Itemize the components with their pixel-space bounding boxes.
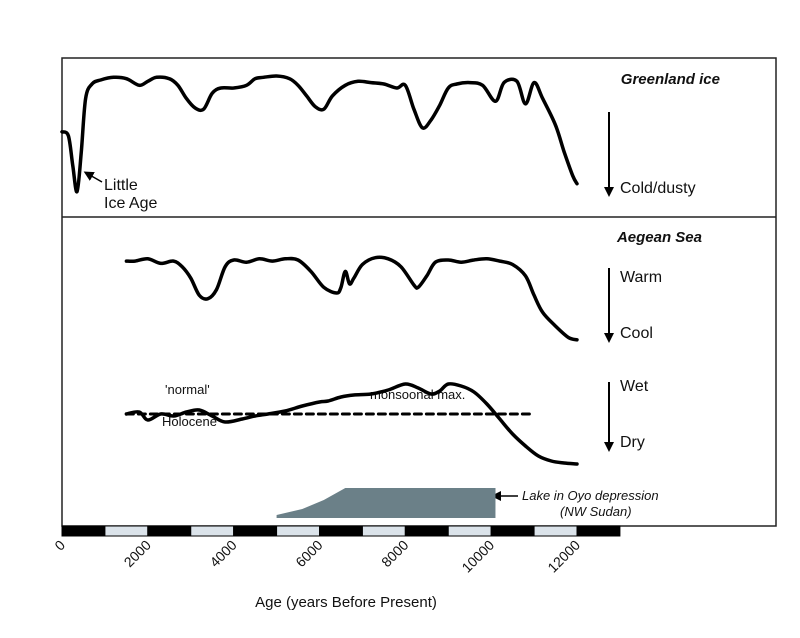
axis-scale-segment [233, 525, 278, 537]
axis-scale-segment [104, 525, 149, 537]
axis-scale-segment [447, 525, 492, 537]
label-wet: Wet [620, 378, 649, 395]
axis-scale-segment [319, 525, 363, 537]
aegean-temperature-curve [124, 255, 579, 342]
x-axis: 0 2000 4000 6000 8000 10000 12000 [51, 525, 621, 576]
x-tick-label: 2000 [121, 537, 154, 570]
aegean-moisture-curve [124, 382, 579, 466]
little-ice-age-line2: Ice Age [104, 195, 157, 212]
axis-scale-segment [361, 525, 406, 537]
x-tick-label: 12000 [544, 537, 583, 576]
axis-scale-segment [404, 525, 449, 537]
greenland-ice-curve [60, 74, 579, 194]
axis-scale-segment [276, 525, 321, 537]
label-warm: Warm [620, 269, 662, 286]
lake-label: Lake in Oyo depression [522, 488, 659, 503]
axis-scale-segment [147, 525, 192, 537]
lake-area [276, 488, 496, 518]
little-ice-age-arrow [83, 171, 103, 183]
x-tick-label: 4000 [206, 537, 239, 570]
little-ice-age-label: Little Ice Age [104, 177, 157, 212]
axis-scale-segment [190, 525, 235, 537]
axis-scale-segment [576, 525, 621, 537]
normal-label: 'normal' [165, 382, 210, 397]
x-tick-label: 0 [51, 537, 68, 554]
curves-group [60, 74, 579, 466]
lake-area-group [276, 488, 496, 518]
label-cool: Cool [620, 325, 653, 342]
axis-scale-segment [533, 525, 578, 537]
lake-sublabel: (NW Sudan) [560, 504, 632, 519]
x-tick-label: 10000 [458, 537, 497, 576]
axis-scale-segment [61, 525, 106, 537]
label-cold-dusty: Cold/dusty [620, 180, 696, 197]
little-ice-age-line1: Little [104, 177, 138, 194]
label-dry: Dry [620, 434, 645, 451]
x-axis-title: Age (years Before Present) [255, 594, 437, 611]
panel-title-aegean: Aegean Sea [616, 229, 702, 246]
panel-frame [61, 57, 777, 527]
holocene-label: Holocene [162, 414, 217, 429]
x-tick-label: 6000 [292, 537, 325, 570]
x-tick-label: 8000 [378, 537, 411, 570]
axis-scale-segment [490, 525, 535, 537]
panel-title-greenland: Greenland ice [621, 71, 720, 88]
